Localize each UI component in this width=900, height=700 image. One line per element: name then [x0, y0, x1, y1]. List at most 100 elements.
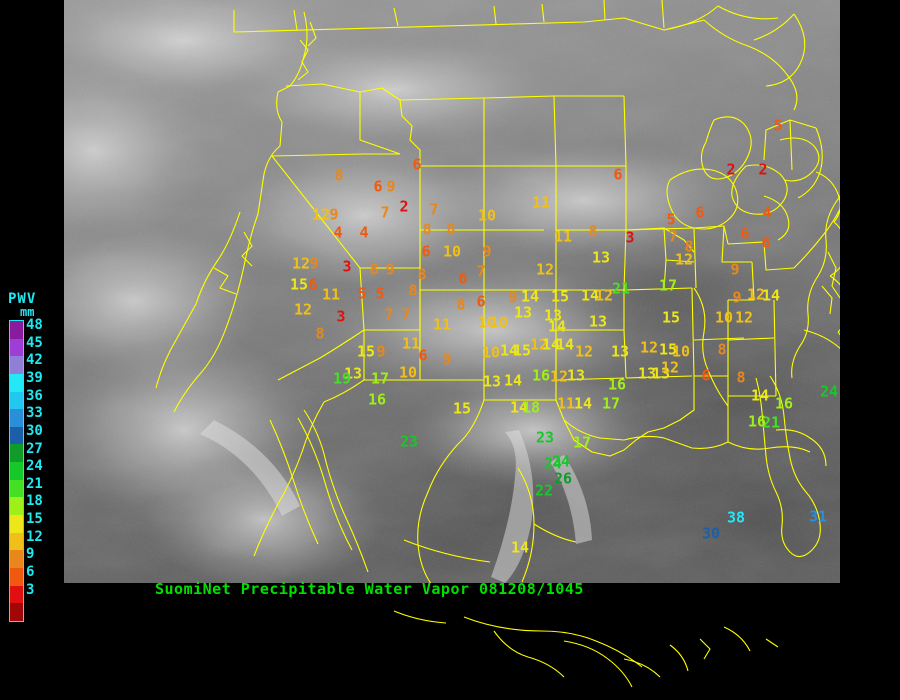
pwv-station-value: 11 — [556, 394, 576, 413]
pwv-station-value: 12 — [594, 286, 614, 305]
pwv-station-value: 24 — [551, 452, 571, 471]
pwv-station-value: 12 — [529, 335, 549, 354]
legend-swatch-6 — [10, 567, 23, 586]
pwv-station-value: 8 — [315, 324, 325, 343]
pwv-station-value: 10 — [477, 206, 497, 225]
legend-swatch-21 — [10, 479, 23, 498]
geopolitical-boundaries-overlay — [155, 0, 840, 583]
legend-units-label: mm — [20, 305, 35, 319]
pwv-station-value: 16 — [367, 390, 387, 409]
pwv-station-value: 13 — [637, 364, 657, 383]
pwv-station-value: 14 — [573, 394, 593, 413]
pwv-station-value: 5 — [375, 284, 385, 303]
pwv-station-value: 10 — [442, 242, 462, 261]
pwv-station-value: 14 — [541, 335, 561, 354]
pwv-station-value: 11 — [432, 315, 452, 334]
pwv-station-value: 10 — [477, 313, 497, 332]
pwv-station-value: 15 — [289, 275, 309, 294]
pwv-station-value: 17 — [370, 369, 390, 388]
pwv-station-value: 12 — [660, 358, 680, 377]
pwv-station-value: 14 — [510, 538, 530, 557]
legend-tick-21: 21 — [26, 475, 43, 492]
pwv-station-value: 12 — [734, 308, 754, 327]
pwv-station-value: 14 — [499, 341, 519, 360]
pwv-station-value: 4 — [762, 203, 772, 222]
pwv-color-legend: PWV mm 48 45 42 39 36 33 30 27 24 21 18 15 12 9 6 3 — [0, 292, 62, 632]
pwv-station-value: 6 — [458, 269, 468, 288]
legend-swatch-30 — [10, 426, 23, 445]
pwv-station-value: 8 — [369, 260, 379, 279]
satellite-image-panel: 8 6 9 6 2 7 10 11 6 2 2 5 12 9 7 8 8 11 8 3 5 6 7 8 6 4 6 4 4 6 10 9 12 1… — [64, 0, 840, 583]
legend-swatch-27 — [10, 444, 23, 463]
pwv-station-value: 42 — [757, 582, 775, 583]
pwv-station-value: 8 — [736, 368, 746, 387]
pwv-station-value: 11 — [553, 227, 573, 246]
pwv-station-value: 6 — [701, 366, 711, 385]
pwv-station-value: 8 — [456, 295, 466, 314]
central-america-coastline — [393, 610, 779, 688]
pwv-station-value: 14 — [555, 335, 575, 354]
pwv-station-value: 23 — [535, 428, 555, 447]
water-vapor-satellite-imagery — [64, 0, 840, 583]
product-caption: SuomiNet Precipitable Water Vapor 081208… — [155, 580, 584, 598]
pwv-station-value: 21 — [761, 413, 781, 432]
pwv-station-value: 15 — [356, 342, 376, 361]
legend-tick-3: 3 — [26, 581, 35, 598]
pwv-station-value: 12 — [574, 342, 594, 361]
legend-tick-9: 9 — [26, 546, 35, 563]
pwv-station-value: 14 — [547, 317, 567, 336]
pwv-station-value: 15 — [661, 308, 681, 327]
pwv-station-value: 6 — [761, 233, 771, 252]
pwv-station-value: 17 — [601, 394, 621, 413]
legend-swatch-15 — [10, 515, 23, 533]
pwv-station-value: 8 — [446, 220, 456, 239]
pwv-station-value: 5 — [773, 116, 783, 135]
legend-swatch-18 — [10, 497, 23, 516]
pwv-station-value: 5 — [666, 210, 676, 229]
pwv-station-value: 4 — [333, 223, 343, 242]
pwv-station-value: 6 — [613, 165, 623, 184]
pwv-station-value: 6 — [421, 242, 431, 261]
legend-tick-42: 42 — [26, 352, 43, 369]
pwv-station-value: 7 — [429, 200, 439, 219]
pwv-station-value: 9 — [482, 242, 492, 261]
legend-tick-39: 39 — [26, 369, 43, 386]
pwv-station-value: 16 — [531, 366, 551, 385]
pwv-station-value: 8 — [417, 265, 427, 284]
pwv-station-value: 14 — [750, 386, 770, 405]
pwv-station-value: 9 — [732, 288, 742, 307]
pwv-station-value: 12 — [674, 250, 694, 269]
pwv-station-value: 8 — [334, 166, 344, 185]
pwv-station-value: 9 — [508, 288, 518, 307]
pwv-station-value: 15 — [452, 399, 472, 418]
pwv-station-value: 26 — [553, 469, 573, 488]
pwv-station-value: 16 — [747, 412, 767, 431]
legend-title: PWV — [8, 291, 37, 307]
legend-swatch-24 — [10, 462, 23, 480]
legend-tick-24: 24 — [26, 458, 43, 475]
pwv-station-value: 15 — [658, 340, 678, 359]
pwv-station-value: 12 — [311, 205, 331, 224]
legend-swatch-33 — [10, 409, 23, 427]
pwv-station-value: 9 — [329, 205, 339, 224]
pwv-station-value: 14 — [509, 398, 529, 417]
pwv-station-value: 23 — [399, 432, 419, 451]
pwv-station-value: 11 — [531, 193, 551, 212]
pwv-station-value: 38 — [726, 508, 746, 527]
pwv-station-value: 8 — [684, 237, 694, 256]
pwv-station-value: 24 — [819, 382, 839, 401]
pwv-station-value: 13 — [591, 248, 611, 267]
legend-swatch-48 — [10, 321, 23, 339]
pwv-station-value: 21 — [611, 279, 631, 298]
pwv-station-value: 8 — [422, 220, 432, 239]
pwv-station-value: 9 — [442, 350, 452, 369]
pwv-station-value: 13 — [610, 342, 630, 361]
pwv-station-value: 24 — [543, 454, 563, 473]
pwv-station-value: 8 — [408, 281, 418, 300]
legend-tick-12: 12 — [26, 528, 43, 545]
pwv-station-value: 15 — [550, 287, 570, 306]
pwv-station-value: 11 — [321, 285, 341, 304]
pwv-station-value: 9 — [730, 260, 740, 279]
legend-color-bar — [9, 320, 24, 622]
